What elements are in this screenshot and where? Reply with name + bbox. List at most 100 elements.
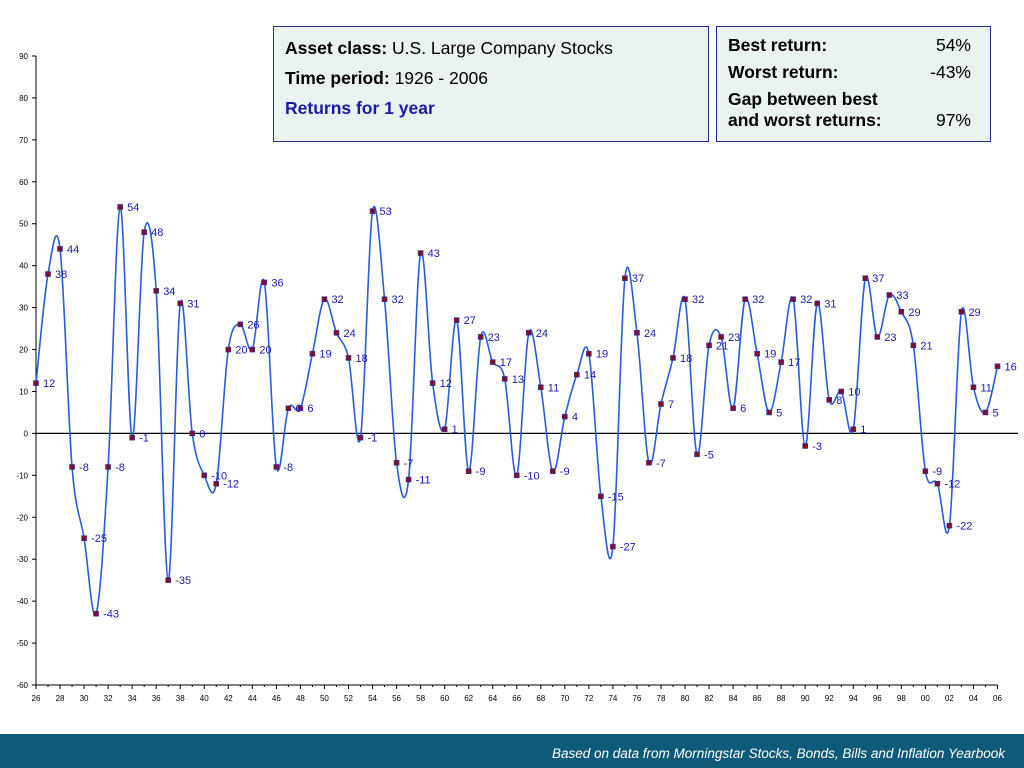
data-label: -22 [956, 521, 972, 533]
data-point [405, 476, 412, 483]
x-tick-label: 26 [32, 694, 41, 703]
data-point [417, 250, 424, 256]
best-return-row: Best return: 54% [728, 35, 979, 62]
data-point [429, 380, 436, 386]
data-label: 17 [788, 357, 800, 369]
data-label: 31 [187, 298, 199, 310]
data-label: 32 [800, 294, 812, 306]
data-label: 13 [512, 374, 524, 386]
y-tick-label: -30 [16, 555, 28, 564]
data-point [598, 493, 604, 500]
gap-label-line2: and worst returns: [728, 110, 882, 130]
gap-row: Gap between best and worst returns: 97% [728, 89, 979, 133]
y-tick-label: 90 [19, 52, 28, 61]
y-tick-label: 60 [19, 178, 28, 187]
x-tick-label: 64 [488, 694, 497, 703]
y-tick-label: 80 [19, 94, 28, 103]
data-label: 44 [67, 244, 79, 256]
data-label: -8 [283, 462, 293, 474]
x-tick-label: 80 [681, 694, 690, 703]
data-label: 12 [43, 378, 55, 390]
data-point [333, 329, 340, 336]
data-point [670, 355, 676, 361]
data-label: 7 [668, 399, 674, 411]
data-point [321, 296, 328, 303]
data-label: 18 [680, 353, 692, 365]
data-label: 48 [151, 227, 163, 239]
data-label: 37 [632, 273, 644, 285]
x-tick-label: 98 [897, 694, 906, 703]
y-tick-label: 50 [19, 220, 28, 229]
data-label: 12 [440, 378, 452, 390]
data-label: -43 [103, 609, 119, 621]
y-tick-label: -40 [16, 597, 28, 606]
data-label: 6 [740, 403, 746, 415]
data-label: 19 [319, 349, 331, 361]
data-label: 6 [307, 403, 313, 415]
x-tick-label: 58 [416, 694, 425, 703]
x-tick-label: 62 [464, 694, 473, 703]
x-tick-label: 96 [873, 694, 882, 703]
data-label: 37 [872, 273, 884, 285]
data-point [814, 300, 821, 307]
data-point [537, 384, 544, 391]
worst-return-value: -43% [930, 62, 971, 82]
footer-bar: Based on data from Morningstar Stocks, B… [0, 734, 1024, 768]
y-tick-label: 10 [19, 387, 28, 396]
data-label: -25 [91, 533, 107, 545]
data-label: 19 [596, 349, 608, 361]
data-point [766, 409, 772, 416]
x-tick-label: 34 [128, 694, 137, 703]
asset-class-label: Asset class: [285, 38, 388, 58]
data-point [718, 334, 724, 340]
x-tick-label: 68 [536, 694, 545, 703]
footer-source-text: Based on data from Morningstar Stocks, B… [551, 746, 1005, 761]
data-point [165, 577, 172, 583]
data-label: 1 [860, 424, 866, 436]
data-point [622, 275, 628, 282]
data-label: -15 [608, 491, 624, 503]
data-label: 21 [920, 340, 932, 352]
data-point [213, 480, 220, 487]
y-tick-label: 20 [19, 346, 28, 355]
data-label: -10 [211, 470, 227, 482]
data-label: 43 [428, 248, 440, 260]
data-label: -12 [223, 479, 239, 491]
asset-info-box: Asset class: U.S. Large Company Stocks T… [273, 26, 709, 142]
x-tick-label: 66 [512, 694, 521, 703]
data-label: 23 [488, 332, 500, 344]
data-label: 53 [380, 206, 392, 218]
data-point [261, 279, 268, 286]
x-tick-label: 06 [993, 694, 1002, 703]
data-point [742, 296, 748, 303]
return-stats-box: Best return: 54% Worst return: -43% Gap … [716, 26, 991, 142]
data-label: 0 [199, 428, 205, 440]
data-point [465, 468, 472, 474]
x-tick-label: 60 [440, 694, 449, 703]
data-markers [33, 204, 1001, 617]
data-point [802, 443, 809, 449]
data-point [658, 401, 664, 407]
data-point [69, 464, 75, 470]
data-label: 24 [644, 328, 656, 340]
data-point [790, 296, 796, 303]
data-point [826, 397, 833, 403]
data-label: 16 [1005, 361, 1017, 373]
x-tick-label: 56 [392, 694, 401, 703]
data-label: 23 [884, 332, 896, 344]
time-period-line: Time period: 1926 - 2006 [285, 67, 697, 89]
x-tick-label: 78 [657, 694, 666, 703]
x-tick-label: 52 [344, 694, 353, 703]
data-label: 21 [716, 340, 728, 352]
data-label: -7 [404, 458, 414, 470]
y-tick-label: 40 [19, 262, 28, 271]
data-point [898, 308, 905, 315]
data-point [910, 342, 917, 349]
data-point [201, 472, 208, 479]
data-point [646, 459, 652, 466]
data-label: -9 [476, 466, 486, 478]
asset-class-value: U.S. Large Company Stocks [392, 38, 613, 58]
data-label: -7 [656, 458, 666, 470]
data-label: 32 [692, 294, 704, 306]
